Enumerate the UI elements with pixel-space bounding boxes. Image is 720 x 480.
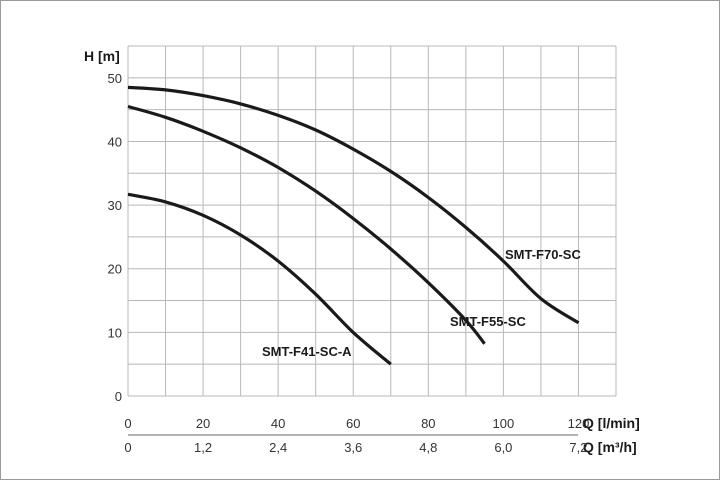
x2-tick-label: 6,0 [494,440,512,455]
series-line-2 [127,104,486,345]
x2-tick-label: 1,2 [194,440,212,455]
curve-label-f55: SMT-F55-SC [450,314,526,329]
y-tick-label: 40 [108,134,122,149]
series-line-3 [127,192,392,366]
x-tick-label: 120 [568,416,590,431]
x2-axis-title: Q [m³/h] [583,439,637,455]
curve-label-f41: SMT-F41-SC-A [262,344,352,359]
y-tick-label: 10 [108,325,122,340]
x-axis-title: Q [l/min] [583,415,640,431]
x-tick-label: 100 [493,416,515,431]
x-tick-label: 60 [346,416,360,431]
y-tick-label: 0 [115,389,122,404]
curves [127,85,580,366]
chart-grid [127,45,617,397]
x2-tick-label: 3,6 [344,440,362,455]
y-axis-title: H [m] [84,48,120,64]
x2-tick-label: 0 [124,440,131,455]
series-line-1 [127,85,580,325]
x-tick-label: 0 [124,416,131,431]
x2-tick-label: 4,8 [419,440,437,455]
x-tick-label: 80 [421,416,435,431]
y-tick-label: 50 [108,71,122,86]
x-tick-label: 40 [271,416,285,431]
x-tick-label: 20 [196,416,210,431]
x2-tick-label: 7,2 [569,440,587,455]
y-tick-label: 30 [108,198,122,213]
axis-ticks: 0 10 20 30 40 50 0 20 40 60 80 100 120 0 1,2 2,4 3,6 4,8 6… [108,71,590,455]
y-tick-label: 20 [108,262,122,277]
curve-label-f70: SMT-F70-SC [505,247,581,262]
x2-tick-label: 2,4 [269,440,287,455]
